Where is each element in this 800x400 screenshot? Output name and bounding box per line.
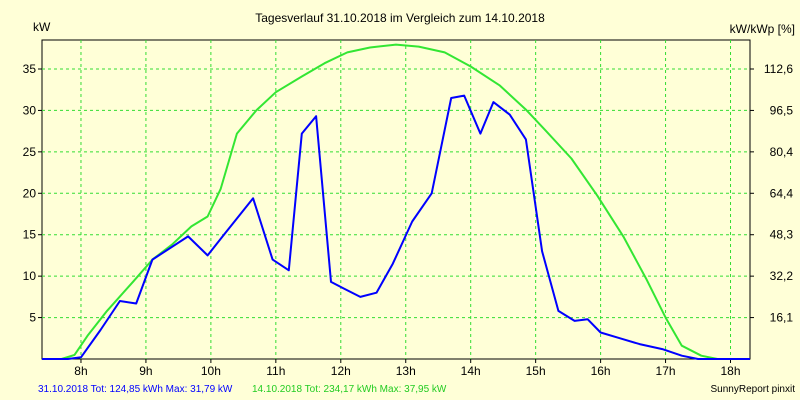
y-tick-label-left: 30	[23, 103, 37, 117]
y-tick-label-right: 64,4	[770, 186, 794, 200]
axis-ticks: 8h 9h 10h 11h 12h 13h 14h 15h 16h 17h 18h 5 16,1 10 32…	[23, 62, 794, 378]
x-tick-label: 15h	[526, 364, 546, 378]
y-tick-label-right: 96,5	[770, 103, 794, 117]
y-tick-label-left: 35	[23, 62, 37, 76]
series-lines	[42, 43, 750, 360]
y-tick-label-left: 20	[23, 186, 37, 200]
x-tick-label: 9h	[139, 364, 152, 378]
footer-series1-summary: 31.10.2018 Tot: 124,85 kWh Max: 31,79 kW	[38, 384, 233, 395]
y-axis-label-left: kW	[33, 20, 51, 34]
grid	[42, 40, 750, 359]
plot-frame	[41, 39, 751, 360]
y-axis-label-right: kW/kWp [%]	[730, 22, 795, 36]
y-tick-label-right: 112,6	[764, 62, 793, 76]
x-tick-label: 8h	[74, 364, 87, 378]
y-tick-label-right: 32,2	[770, 269, 794, 283]
y-tick-label-left: 5	[29, 311, 36, 325]
x-tick-label: 18h	[720, 364, 740, 378]
y-tick-label-right: 80,4	[770, 145, 794, 159]
y-tick-label-right: 16,1	[770, 311, 794, 325]
footer-series2-summary: 14.10.2018 Tot: 234,17 kWh Max: 37,95 kW	[252, 384, 447, 395]
y-tick-label-left: 15	[23, 228, 37, 242]
x-tick-label: 12h	[331, 364, 351, 378]
series-line-31.10.2018	[42, 94, 750, 360]
footer-brand: SunnyReport pinxit	[711, 384, 796, 395]
x-tick-label: 13h	[396, 364, 416, 378]
x-tick-label: 14h	[461, 364, 481, 378]
chart-title: Tagesverlauf 31.10.2018 im Vergleich zum…	[255, 11, 545, 25]
x-tick-label: 11h	[266, 364, 285, 378]
series-line-14.10.2018	[42, 43, 750, 360]
x-tick-label: 17h	[656, 364, 676, 378]
y-tick-label-right: 48,3	[770, 228, 794, 242]
footer: 31.10.2018 Tot: 124,85 kWh Max: 31,79 kW…	[38, 384, 795, 395]
y-tick-label-left: 10	[23, 269, 37, 283]
y-tick-label-left: 25	[23, 145, 37, 159]
x-tick-label: 10h	[201, 364, 221, 378]
x-tick-label: 16h	[591, 364, 611, 378]
